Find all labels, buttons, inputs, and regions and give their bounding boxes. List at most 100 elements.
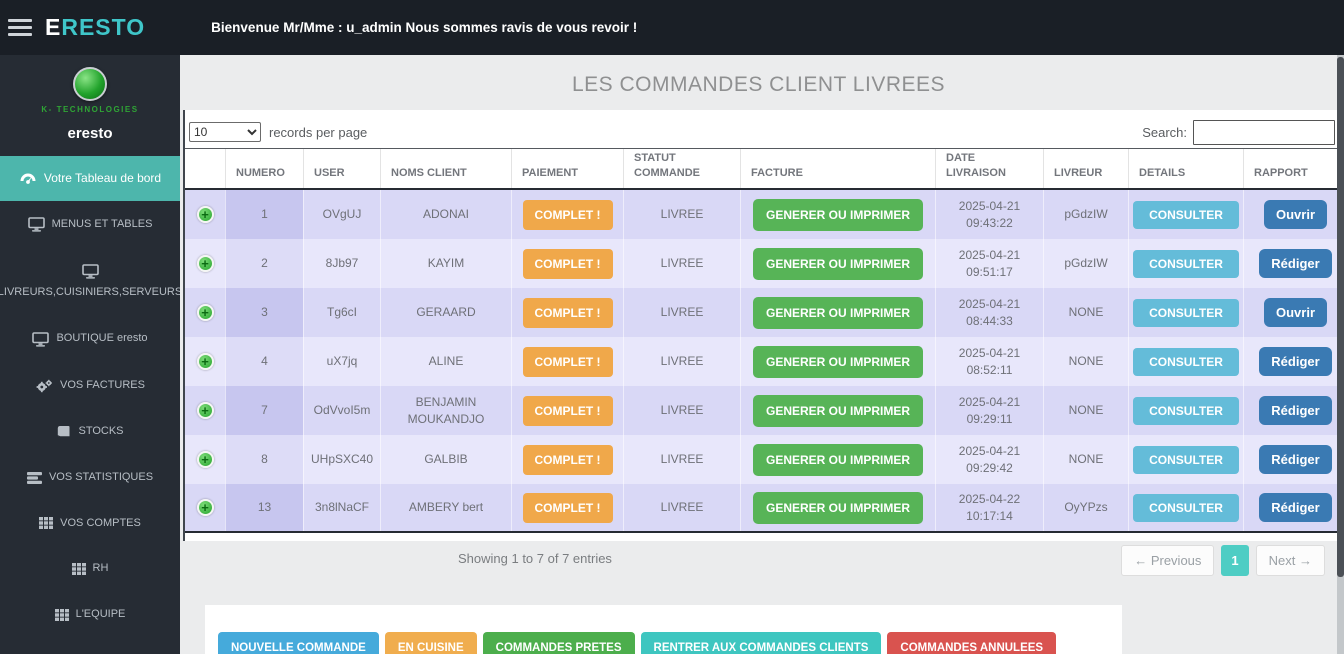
sidebar-item[interactable] [0, 638, 180, 654]
sidebar-logo: K- TECHNOLOGIES eresto [0, 55, 180, 142]
paiement-button[interactable]: COMPLET ! [522, 248, 613, 279]
monitor-icon [81, 264, 99, 279]
header-rapport[interactable]: RAPPORT [1243, 149, 1344, 188]
expand-row-icon[interactable] [196, 304, 214, 321]
header-livreur[interactable]: LIVREUR [1043, 149, 1128, 188]
page-1-button[interactable]: 1 [1221, 545, 1249, 576]
cell-numero: 2 [225, 239, 303, 288]
sidebar-item-boutique-eresto[interactable]: BOUTIQUE eresto [0, 316, 180, 363]
expand-row-icon[interactable] [196, 499, 214, 516]
header-numero[interactable]: NUMERO [225, 149, 303, 188]
facture-button[interactable]: GENERER OU IMPRIMER [752, 247, 923, 280]
table-info: Showing 1 to 7 of 7 entries [458, 551, 612, 566]
sidebar-item-votre-tableau-de-bord[interactable]: Votre Tableau de bord [0, 156, 180, 201]
scrollbar-thumb[interactable] [1337, 57, 1344, 577]
sidebar-item-vos-comptes[interactable]: VOS COMPTES [0, 501, 180, 547]
k-technologies-logo-icon [73, 67, 107, 101]
expand-row-icon[interactable] [196, 451, 214, 468]
cell-numero: 13 [225, 484, 303, 531]
table-body: 1 OVgUJ ADONAI COMPLET ! LIVREE GENERER … [185, 190, 1337, 533]
cell-date: 2025-04-21 09:29:42 [935, 435, 1043, 484]
cell-numero: 4 [225, 337, 303, 386]
cell-user: 8Jb97 [303, 239, 380, 288]
facture-button[interactable]: GENERER OU IMPRIMER [752, 443, 923, 476]
facture-button[interactable]: GENERER OU IMPRIMER [752, 491, 923, 524]
details-button[interactable]: CONSULTER [1133, 493, 1239, 522]
header-paiement[interactable]: PAIEMENT [511, 149, 623, 188]
cell-client: ADONAI [380, 190, 511, 239]
details-button[interactable]: CONSULTER [1133, 396, 1239, 425]
expand-row-icon[interactable] [196, 402, 214, 419]
sidebar-item-l-equipe[interactable]: L'EQUIPE [0, 592, 180, 638]
sidebar-item-vos-statistiques[interactable]: VOS STATISTIQUES [0, 455, 180, 501]
action-rentrer-aux-commandes-clients-button[interactable]: RENTRER AUX COMMANDES CLIENTS [640, 632, 882, 654]
details-button[interactable]: CONSULTER [1133, 347, 1239, 376]
cell-client: ALINE [380, 337, 511, 386]
next-button[interactable]: Next → [1255, 545, 1325, 576]
header-details[interactable]: DETAILS [1128, 149, 1243, 188]
cell-user: Tg6cI [303, 288, 380, 337]
action-en-cuisine-button[interactable]: EN CUISINE [384, 632, 477, 654]
cell-numero: 3 [225, 288, 303, 337]
rapport-button[interactable]: Rédiger [1259, 347, 1332, 376]
facture-button[interactable]: GENERER OU IMPRIMER [752, 296, 923, 329]
rapport-button[interactable]: Rédiger [1259, 445, 1332, 474]
cell-livreur: NONE [1043, 288, 1128, 337]
action-commandes-pretes-button[interactable]: COMMANDES PRETES [482, 632, 635, 654]
sidebar-item-stocks[interactable]: STOCKS [0, 409, 180, 455]
details-button[interactable]: CONSULTER [1133, 200, 1239, 229]
paiement-button[interactable]: COMPLET ! [522, 346, 613, 377]
cell-livreur: NONE [1043, 435, 1128, 484]
facture-button[interactable]: GENERER OU IMPRIMER [752, 345, 923, 378]
grid-icon [54, 608, 69, 621]
rapport-button[interactable]: Ouvrir [1263, 298, 1327, 327]
main-content: LES COMMANDES CLIENT LIVREES 10 records … [180, 55, 1337, 654]
rapport-button[interactable]: Ouvrir [1263, 200, 1327, 229]
menu-icon[interactable] [8, 15, 32, 40]
action-commandes-annulees-button[interactable]: COMMANDES ANNULEES [887, 632, 1057, 654]
sidebar-item-vos-factures[interactable]: VOS FACTURES [0, 363, 180, 409]
facture-button[interactable]: GENERER OU IMPRIMER [752, 198, 923, 231]
header-noms-client[interactable]: NOMS CLIENT [380, 149, 511, 188]
paiement-button[interactable]: COMPLET ! [522, 492, 613, 523]
scrollbar[interactable] [1337, 55, 1344, 654]
sidebar-item-label: VOS FACTURES [60, 378, 145, 391]
header-statut-commande[interactable]: STATUT COMMANDE [623, 149, 740, 188]
expand-row-icon[interactable] [196, 255, 214, 272]
header-date-livraison[interactable]: DATE LIVRAISON [935, 149, 1043, 188]
details-button[interactable]: CONSULTER [1133, 249, 1239, 278]
cell-date: 2025-04-21 08:52:11 [935, 337, 1043, 386]
app-logo[interactable]: ERESTO [45, 14, 145, 41]
cell-client: KAYIM [380, 239, 511, 288]
rapport-button[interactable]: Rédiger [1259, 396, 1332, 425]
header-user[interactable]: USER [303, 149, 380, 188]
sidebar-item-menus-et-tables[interactable]: MENUS ET TABLES [0, 201, 180, 248]
facture-button[interactable]: GENERER OU IMPRIMER [752, 394, 923, 427]
book-icon [56, 425, 71, 439]
previous-button[interactable]: ← Previous [1121, 545, 1215, 576]
rapport-button[interactable]: Rédiger [1259, 249, 1332, 278]
top-bar: ERESTO Bienvenue Mr/Mme : u_admin Nous s… [0, 0, 1344, 55]
details-button[interactable]: CONSULTER [1133, 445, 1239, 474]
paiement-button[interactable]: COMPLET ! [522, 297, 613, 328]
paiement-button[interactable]: COMPLET ! [522, 395, 613, 426]
table-row: 8 UHpSXC40 GALBIB COMPLET ! LIVREE GENER… [185, 435, 1337, 484]
monitor-icon [32, 331, 50, 347]
paiement-button[interactable]: COMPLET ! [522, 444, 613, 475]
paiement-button[interactable]: COMPLET ! [522, 199, 613, 230]
logo-caption: K- TECHNOLOGIES [41, 105, 139, 114]
details-button[interactable]: CONSULTER [1133, 298, 1239, 327]
actions-bar: NOUVELLE COMMANDE EN CUISINE COMMANDES PRE… [218, 632, 1057, 654]
cell-livreur: pGdzIW [1043, 239, 1128, 288]
expand-row-icon[interactable] [196, 353, 214, 370]
sidebar-item-livreurs-cuisiniers-serveurs[interactable]: LIVREURS,CUISINIERS,SERVEURS [0, 248, 180, 316]
records-per-page-select[interactable]: 10 [189, 122, 261, 142]
search-input[interactable] [1193, 119, 1335, 145]
cell-date: 2025-04-21 08:44:33 [935, 288, 1043, 337]
expand-row-icon[interactable] [196, 206, 214, 223]
rapport-button[interactable]: Rédiger [1259, 493, 1332, 522]
header-facture[interactable]: FACTURE [740, 149, 935, 188]
table-row: 2 8Jb97 KAYIM COMPLET ! LIVREE GENERER O… [185, 239, 1337, 288]
action-nouvelle-commande-button[interactable]: NOUVELLE COMMANDE [218, 632, 379, 654]
sidebar-item-rh[interactable]: RH [0, 546, 180, 592]
